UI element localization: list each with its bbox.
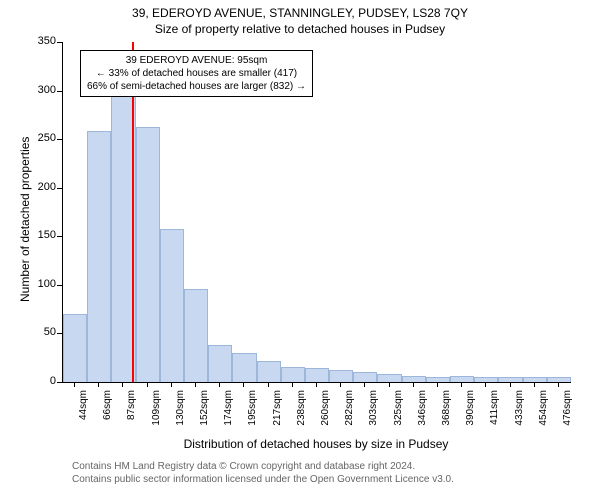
x-tick-mark [389, 382, 390, 387]
histogram-bar [329, 370, 353, 382]
histogram-bar [63, 314, 87, 382]
y-tick-mark [57, 188, 62, 189]
histogram-bar [377, 374, 401, 382]
title-line-1: 39, EDEROYD AVENUE, STANNINGLEY, PUDSEY,… [0, 0, 600, 22]
x-tick-label: 174sqm [223, 390, 234, 440]
x-tick-mark [268, 382, 269, 387]
x-tick-label: 109sqm [151, 390, 162, 440]
histogram-bar [426, 377, 450, 382]
x-tick-label: 454sqm [538, 390, 549, 440]
x-tick-label: 303sqm [368, 390, 379, 440]
x-tick-mark [74, 382, 75, 387]
x-tick-label: 476sqm [562, 390, 573, 440]
footer-text: Contains HM Land Registry data © Crown c… [72, 460, 454, 486]
x-tick-mark [485, 382, 486, 387]
x-tick-label: 238sqm [296, 390, 307, 440]
x-tick-mark [98, 382, 99, 387]
x-tick-mark [243, 382, 244, 387]
x-tick-label: 87sqm [126, 390, 137, 440]
x-tick-mark [437, 382, 438, 387]
y-tick-mark [57, 139, 62, 140]
x-tick-label: 44sqm [78, 390, 89, 440]
x-tick-mark [171, 382, 172, 387]
y-tick-mark [57, 333, 62, 334]
x-tick-mark [364, 382, 365, 387]
x-tick-label: 66sqm [102, 390, 113, 440]
histogram-bar [305, 368, 329, 382]
x-tick-label: 325sqm [393, 390, 404, 440]
y-tick-label: 100 [26, 278, 56, 290]
y-tick-label: 250 [26, 132, 56, 144]
histogram-bar [87, 131, 111, 382]
x-tick-label: 260sqm [320, 390, 331, 440]
x-tick-label: 152sqm [199, 390, 210, 440]
x-tick-label: 346sqm [417, 390, 428, 440]
histogram-bar [184, 289, 208, 382]
y-tick-mark [57, 91, 62, 92]
histogram-bar [257, 361, 281, 382]
y-tick-mark [57, 285, 62, 286]
x-tick-label: 282sqm [344, 390, 355, 440]
y-tick-mark [57, 42, 62, 43]
x-tick-mark [195, 382, 196, 387]
x-tick-mark [558, 382, 559, 387]
histogram-bar [232, 353, 256, 382]
histogram-bar [523, 377, 547, 382]
x-tick-mark [413, 382, 414, 387]
x-tick-mark [510, 382, 511, 387]
annotation-line-2: ← 33% of detached houses are smaller (41… [87, 67, 306, 80]
histogram-bar [208, 345, 232, 382]
x-tick-label: 195sqm [247, 390, 258, 440]
x-tick-mark [534, 382, 535, 387]
histogram-bar [136, 127, 160, 382]
x-tick-label: 368sqm [441, 390, 452, 440]
histogram-bar [450, 376, 474, 382]
x-tick-mark [122, 382, 123, 387]
annotation-line-1: 39 EDEROYD AVENUE: 95sqm [87, 54, 306, 67]
y-tick-label: 50 [26, 326, 56, 338]
histogram-bar [160, 229, 184, 382]
histogram-bar [281, 367, 305, 382]
chart-container: 39, EDEROYD AVENUE, STANNINGLEY, PUDSEY,… [0, 0, 600, 500]
annotation-line-3: 66% of semi-detached houses are larger (… [87, 80, 306, 93]
histogram-bar [474, 377, 498, 382]
y-tick-mark [57, 382, 62, 383]
y-tick-label: 150 [26, 229, 56, 241]
histogram-bar [498, 377, 522, 382]
histogram-bar [402, 376, 426, 382]
x-tick-label: 433sqm [514, 390, 525, 440]
x-tick-label: 411sqm [489, 390, 500, 440]
annotation-box: 39 EDEROYD AVENUE: 95sqm ← 33% of detach… [80, 50, 313, 97]
y-tick-label: 0 [26, 375, 56, 387]
histogram-bar [547, 377, 571, 382]
y-tick-mark [57, 236, 62, 237]
y-tick-label: 200 [26, 181, 56, 193]
y-tick-label: 300 [26, 84, 56, 96]
x-tick-label: 390sqm [465, 390, 476, 440]
x-tick-label: 130sqm [175, 390, 186, 440]
x-tick-mark [292, 382, 293, 387]
x-tick-mark [316, 382, 317, 387]
x-tick-label: 217sqm [272, 390, 283, 440]
y-tick-label: 350 [26, 35, 56, 47]
histogram-bar [353, 372, 377, 382]
x-tick-mark [147, 382, 148, 387]
x-tick-mark [461, 382, 462, 387]
footer-line-2: Contains public sector information licen… [72, 473, 454, 486]
x-tick-mark [219, 382, 220, 387]
footer-line-1: Contains HM Land Registry data © Crown c… [72, 460, 454, 473]
title-line-2: Size of property relative to detached ho… [0, 22, 600, 38]
x-tick-mark [340, 382, 341, 387]
